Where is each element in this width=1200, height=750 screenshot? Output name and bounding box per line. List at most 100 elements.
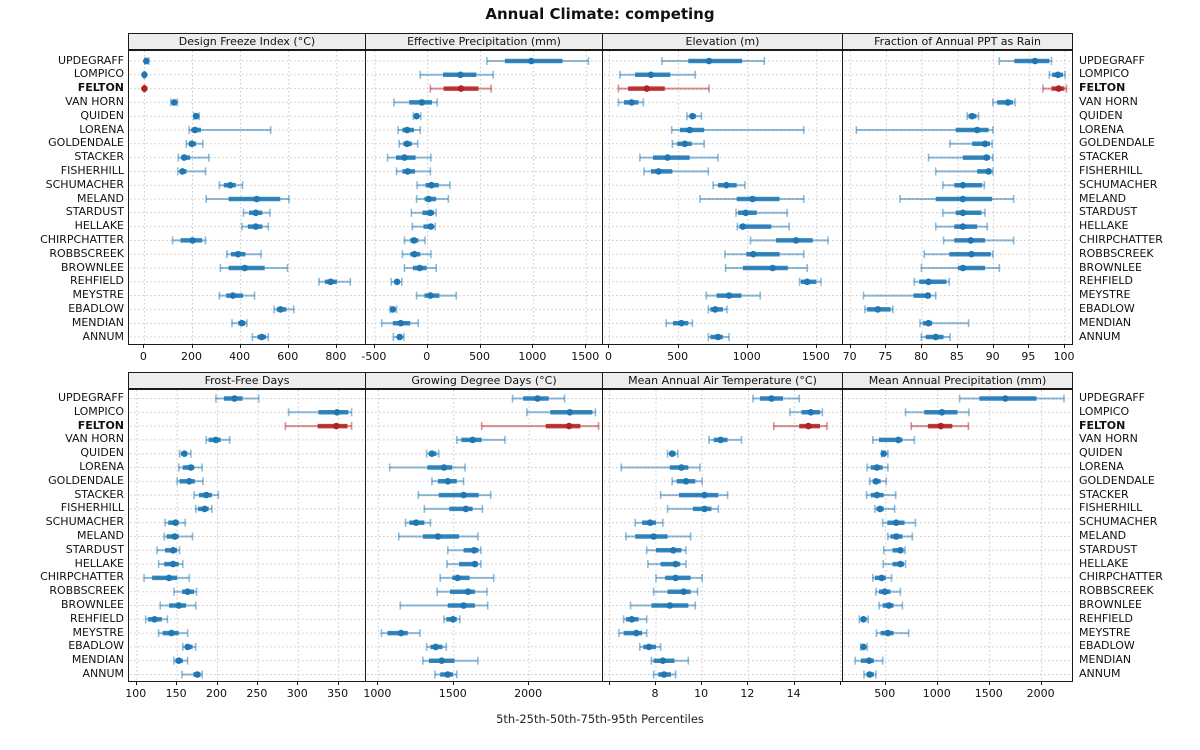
axis-tick-mean-annual-air-temperature-c	[701, 681, 703, 685]
axis-tick-design-freeze-index-c	[191, 344, 193, 348]
series-robbscreek-mean-annual-precipitation-mm	[875, 587, 902, 596]
series-stardust-elevation-m	[735, 208, 788, 217]
station-label-right-lorena: LORENA	[1079, 122, 1124, 136]
series-van-horn-growing-degree-days-c	[455, 435, 506, 444]
series-fisherhill-fraction-of-annual-ppt-as-rain	[934, 167, 994, 176]
station-label-left-quiden: QUIDEN	[80, 446, 124, 460]
axis-tick-mean-annual-precipitation-mm	[1040, 681, 1042, 685]
axis-tick-label-effective-precipitation-mm: 1000	[518, 350, 547, 363]
series-stacker-design-freeze-index-c	[177, 153, 210, 162]
series-mendian-fraction-of-annual-ppt-as-rain	[919, 319, 970, 328]
axis-tick-label-fraction-of-annual-ppt-as-rain: 75	[878, 350, 893, 363]
series-van-horn-effective-precipitation-mm	[393, 98, 439, 107]
axis-tick-label-elevation-m: 1000	[732, 350, 761, 363]
station-label-left-stacker: STACKER	[74, 150, 124, 164]
axis-tick-label-mean-annual-precipitation-mm: 1000	[922, 687, 951, 700]
series-mendian-growing-degree-days-c	[422, 656, 479, 665]
series-chirpchatter-design-freeze-index-c	[171, 236, 207, 245]
series-meland-effective-precipitation-mm	[415, 195, 450, 203]
station-label-right-van-horn: VAN HORN	[1079, 432, 1138, 446]
series-quiden-growing-degree-days-c	[425, 449, 440, 458]
axis-tick-mean-annual-air-temperature-c	[654, 681, 656, 685]
series-van-horn-mean-annual-air-temperature-c	[708, 435, 743, 444]
station-label-right-brownlee: BROWNLEE	[1079, 260, 1142, 274]
panel-header-frost-free-days: Frost-Free Days	[128, 372, 366, 389]
station-label-right-meland: MELAND	[1079, 191, 1127, 205]
series-brownlee-fraction-of-annual-ppt-as-rain	[920, 264, 1001, 272]
series-hellake-growing-degree-days-c	[446, 560, 482, 569]
series-stardust-fraction-of-annual-ppt-as-rain	[942, 208, 986, 217]
series-hellake-mean-annual-precipitation-mm	[882, 560, 907, 569]
panel-header-effective-precipitation-mm: Effective Precipitation (mm)	[365, 33, 603, 50]
series-goldendale-growing-degree-days-c	[431, 477, 465, 486]
axis-tick-label-growing-degree-days-c: 1500	[438, 687, 467, 700]
series-robbscreek-growing-degree-days-c	[436, 587, 488, 596]
series-goldendale-frost-free-days	[176, 477, 204, 486]
series-stacker-elevation-m	[639, 153, 719, 162]
axis-tick-fraction-of-annual-ppt-as-rain	[885, 344, 887, 348]
axis-tick-label-mean-annual-precipitation-mm: 1500	[974, 687, 1003, 700]
station-label-left-annum: ANNUM	[82, 329, 124, 343]
axis-tick-label-frost-free-days: 350	[327, 687, 349, 700]
series-schumacher-mean-annual-precipitation-mm	[881, 518, 917, 527]
series-goldendale-fraction-of-annual-ppt-as-rain	[949, 139, 993, 148]
station-label-left-schumacher: SCHUMACHER	[45, 177, 124, 191]
axis-tick-frost-free-days	[337, 681, 339, 685]
series-lorena-fraction-of-annual-ppt-as-rain	[855, 126, 994, 134]
series-updegraff-design-freeze-index-c	[143, 57, 150, 65]
series-lompico-growing-degree-days-c	[526, 408, 597, 417]
series-ebadlow-design-freeze-index-c	[273, 305, 295, 314]
station-label-left-hellake: HELLAKE	[74, 219, 124, 233]
station-label-left-brownlee: BROWNLEE	[61, 260, 124, 274]
axis-tick-label-effective-precipitation-mm: 1500	[571, 350, 600, 363]
station-label-right-stardust: STARDUST	[1079, 542, 1138, 556]
axis-tick-label-elevation-m: 500	[667, 350, 689, 363]
series-schumacher-fraction-of-annual-ppt-as-rain	[942, 181, 986, 190]
axis-tick-fraction-of-annual-ppt-as-rain	[921, 344, 923, 348]
station-label-left-stacker: STACKER	[74, 487, 124, 501]
station-label-right-hellake: HELLAKE	[1079, 219, 1129, 233]
axis-tick-frost-free-days	[256, 681, 258, 685]
series-stardust-effective-precipitation-mm	[410, 208, 437, 217]
panel-svg-design-freeze-index-c	[130, 51, 364, 344]
axis-tick-design-freeze-index-c	[287, 344, 289, 348]
series-stardust-mean-annual-precipitation-mm	[882, 546, 906, 555]
series-rehfield-mean-annual-air-temperature-c	[622, 615, 648, 624]
series-lompico-mean-annual-air-temperature-c	[789, 408, 824, 417]
series-ebadlow-effective-precipitation-mm	[389, 305, 398, 314]
station-label-left-brownlee: BROWNLEE	[61, 598, 124, 611]
series-ebadlow-fraction-of-annual-ppt-as-rain	[864, 305, 894, 314]
series-meystre-fraction-of-annual-ppt-as-rain	[862, 291, 937, 300]
axis-tick-label-elevation-m: 0	[604, 350, 612, 363]
series-lompico-design-freeze-index-c	[141, 70, 148, 79]
series-annum-effective-precipitation-mm	[392, 333, 405, 341]
series-fisherhill-growing-degree-days-c	[423, 504, 484, 513]
series-lorena-frost-free-days	[177, 463, 203, 472]
series-fisherhill-effective-precipitation-mm	[395, 167, 432, 176]
panel-plot-design-freeze-index-c	[128, 50, 366, 345]
axis-tick-label-growing-degree-days-c: 1000	[363, 687, 392, 700]
series-updegraff-mean-annual-precipitation-mm	[958, 394, 1065, 403]
series-lorena-effective-precipitation-mm	[397, 126, 422, 134]
series-brownlee-effective-precipitation-mm	[403, 264, 437, 272]
series-meystre-effective-precipitation-mm	[415, 291, 458, 300]
series-van-horn-design-freeze-index-c	[170, 98, 179, 107]
station-label-left-robbscreek: ROBBSCREEK	[49, 246, 124, 260]
station-label-right-lompico: LOMPICO	[1079, 404, 1130, 418]
series-lorena-elevation-m	[670, 126, 805, 134]
series-stacker-mean-annual-air-temperature-c	[659, 491, 729, 500]
axis-tick-growing-degree-days-c	[377, 681, 379, 685]
series-rehfield-fraction-of-annual-ppt-as-rain	[913, 277, 951, 286]
station-label-left-annum: ANNUM	[82, 667, 124, 680]
station-label-left-lorena: LORENA	[79, 460, 124, 473]
panel-plot-mean-annual-air-temperature-c	[602, 389, 843, 682]
series-lompico-fraction-of-annual-ppt-as-rain	[1048, 70, 1066, 79]
station-label-right-mendian: MENDIAN	[1079, 315, 1132, 329]
panel-header-growing-degree-days-c: Growing Degree Days (°C)	[365, 372, 603, 389]
station-label-left-meland: MELAND	[76, 191, 124, 205]
axis-tick-label-mean-annual-air-temperature-c: 12	[740, 687, 755, 700]
series-chirpchatter-growing-degree-days-c	[439, 573, 495, 582]
axis-tick-label-frost-free-days: 250	[246, 687, 268, 700]
station-label-right-annum: ANNUM	[1079, 329, 1121, 343]
